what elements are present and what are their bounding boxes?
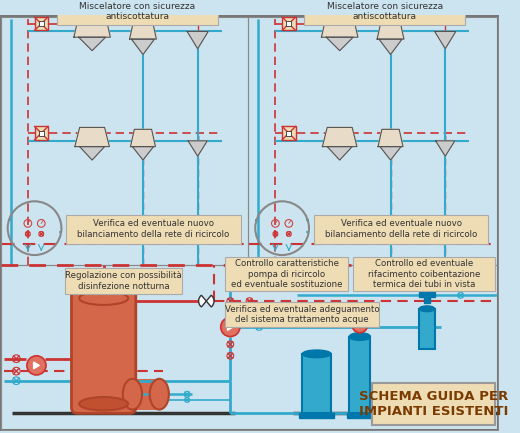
Polygon shape [74, 16, 110, 37]
Polygon shape [435, 32, 456, 49]
FancyBboxPatch shape [419, 309, 435, 349]
FancyBboxPatch shape [302, 354, 331, 414]
Text: Miscelatore con sicurezza
antiscottatura: Miscelatore con sicurezza antiscottatura [327, 2, 443, 21]
FancyBboxPatch shape [133, 379, 159, 410]
FancyBboxPatch shape [353, 257, 495, 291]
Text: Controllo caratteristiche
pompa di ricircolo
ed eventuale sostituzione: Controllo caratteristiche pompa di ricir… [231, 259, 343, 289]
Wedge shape [206, 295, 214, 307]
Text: Verifica ed eventuale nuovo
bilanciamento della rete di ricircolo: Verifica ed eventuale nuovo bilanciament… [325, 220, 477, 239]
Text: Regolazione con possibilità
disinfezione notturna: Regolazione con possibilità disinfezione… [66, 271, 182, 291]
FancyBboxPatch shape [71, 289, 136, 414]
FancyBboxPatch shape [226, 302, 379, 327]
Polygon shape [380, 147, 401, 160]
Polygon shape [436, 141, 455, 156]
Polygon shape [188, 141, 207, 156]
Polygon shape [378, 129, 403, 147]
Text: Verifica ed eventuale adeguamento
del sistema trattamento acque: Verifica ed eventuale adeguamento del si… [225, 305, 380, 324]
Ellipse shape [123, 379, 142, 410]
Ellipse shape [302, 350, 331, 358]
Text: SCHEMA GUIDA PER
IMPIANTI ESISTENTI: SCHEMA GUIDA PER IMPIANTI ESISTENTI [359, 390, 509, 418]
Polygon shape [133, 147, 153, 160]
FancyBboxPatch shape [1, 16, 498, 430]
FancyBboxPatch shape [57, 0, 218, 25]
FancyBboxPatch shape [39, 131, 44, 136]
FancyBboxPatch shape [287, 131, 291, 136]
FancyBboxPatch shape [66, 215, 241, 243]
Ellipse shape [79, 397, 128, 410]
FancyBboxPatch shape [282, 17, 295, 30]
Polygon shape [131, 129, 155, 147]
FancyBboxPatch shape [372, 383, 495, 425]
Polygon shape [379, 39, 402, 55]
Polygon shape [75, 127, 109, 147]
Polygon shape [132, 39, 154, 55]
Ellipse shape [349, 333, 370, 340]
Wedge shape [199, 295, 206, 307]
Circle shape [352, 317, 368, 333]
FancyBboxPatch shape [349, 336, 370, 414]
Text: Miscelatore con sicurezza
antiscottatura: Miscelatore con sicurezza antiscottatura [79, 2, 196, 21]
Ellipse shape [79, 291, 128, 305]
FancyBboxPatch shape [300, 414, 334, 418]
FancyBboxPatch shape [65, 268, 183, 294]
FancyBboxPatch shape [34, 17, 48, 30]
Polygon shape [79, 37, 106, 51]
Text: Controllo ed eventuale
rifacimento coibentazione
termica dei tubi in vista: Controllo ed eventuale rifacimento coibe… [368, 259, 480, 289]
FancyBboxPatch shape [419, 292, 435, 297]
Circle shape [220, 317, 240, 336]
Polygon shape [322, 127, 357, 147]
FancyBboxPatch shape [304, 0, 465, 25]
FancyBboxPatch shape [34, 126, 48, 140]
Polygon shape [321, 16, 358, 37]
FancyBboxPatch shape [287, 21, 291, 26]
Ellipse shape [419, 306, 435, 312]
Text: Verifica ed eventuale nuovo
bilanciamento della rete di ricircolo: Verifica ed eventuale nuovo bilanciament… [77, 220, 230, 239]
Polygon shape [358, 323, 362, 328]
Polygon shape [326, 37, 353, 51]
Circle shape [27, 356, 46, 375]
Polygon shape [34, 362, 40, 369]
FancyBboxPatch shape [226, 257, 348, 291]
FancyBboxPatch shape [347, 414, 372, 418]
Ellipse shape [150, 379, 169, 410]
Polygon shape [227, 323, 233, 330]
FancyBboxPatch shape [424, 297, 430, 303]
Polygon shape [327, 147, 352, 160]
FancyBboxPatch shape [39, 21, 44, 26]
FancyBboxPatch shape [314, 215, 488, 243]
Polygon shape [80, 147, 105, 160]
FancyBboxPatch shape [282, 126, 295, 140]
Polygon shape [187, 32, 208, 49]
Polygon shape [129, 22, 157, 39]
Polygon shape [377, 22, 404, 39]
